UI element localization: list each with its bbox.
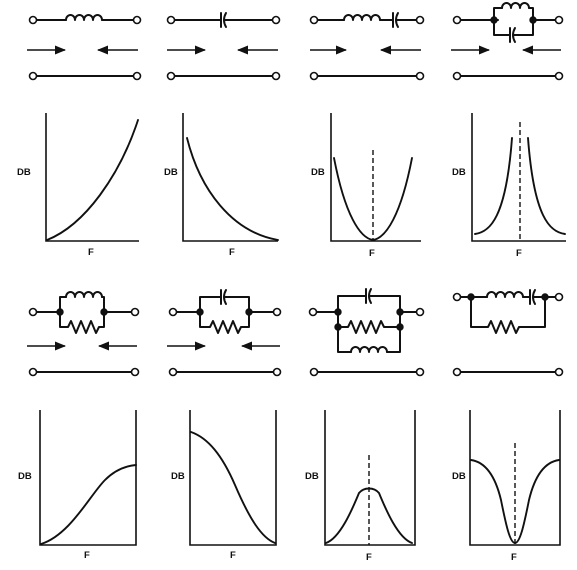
terminal xyxy=(452,292,462,302)
junction-dot xyxy=(334,323,342,331)
terminal xyxy=(272,367,282,377)
y-axis-label: DB xyxy=(17,167,31,178)
terminal xyxy=(130,307,140,317)
terminal xyxy=(554,367,564,377)
terminal xyxy=(272,307,282,317)
junction-dot xyxy=(541,293,549,301)
graph-axes xyxy=(469,410,561,546)
graph-axes xyxy=(471,113,566,242)
terminal xyxy=(415,367,425,377)
x-axis-label: F xyxy=(88,247,94,258)
x-axis-label: F xyxy=(230,550,236,561)
junction-dot xyxy=(334,308,342,316)
response-curve xyxy=(474,137,513,235)
graph-capacitor-parallel-resistor: DB F xyxy=(171,410,277,561)
response-curve xyxy=(333,157,413,241)
circuit-series-lc xyxy=(309,12,425,81)
terminal xyxy=(166,15,176,25)
graph-axes xyxy=(182,113,278,242)
junction-dot xyxy=(467,293,475,301)
terminal xyxy=(130,367,140,377)
graph-series-capacitor: DB F xyxy=(164,113,279,258)
y-axis-label: DB xyxy=(18,471,32,482)
terminal xyxy=(132,15,142,25)
terminal xyxy=(28,71,38,81)
x-axis-label: F xyxy=(84,550,90,561)
terminal xyxy=(309,15,319,25)
circuit-capacitor-parallel-resistor xyxy=(167,289,282,377)
terminal xyxy=(452,367,462,377)
x-axis-label: F xyxy=(516,248,522,259)
response-curve xyxy=(186,137,279,241)
terminal xyxy=(554,15,564,25)
circuit-series-lc-parallel-resistor xyxy=(452,289,564,377)
response-curve xyxy=(527,137,566,235)
graph-axes xyxy=(45,113,139,242)
terminal xyxy=(554,71,564,81)
terminal xyxy=(166,71,176,81)
junction-dot xyxy=(396,323,404,331)
x-axis-label: F xyxy=(369,248,375,259)
graph-series-lc: DB F xyxy=(311,113,421,259)
graph-inductor-parallel-resistor: DB F xyxy=(18,410,137,561)
response-curve xyxy=(190,431,276,544)
circuit-inductor-parallel-resistor xyxy=(27,291,140,377)
response-curve xyxy=(325,487,413,544)
response-curve xyxy=(46,119,139,241)
circuit-parallel-lcr xyxy=(308,288,425,377)
terminal xyxy=(132,71,142,81)
junction-dot xyxy=(396,308,404,316)
terminal xyxy=(452,15,462,25)
terminal xyxy=(309,367,319,377)
terminal xyxy=(28,15,38,25)
junction-dot xyxy=(245,308,253,316)
junction-dot xyxy=(529,16,537,24)
terminal xyxy=(271,15,281,25)
terminal xyxy=(308,307,318,317)
graph-parallel-lcr: DB F xyxy=(305,410,416,563)
y-axis-label: DB xyxy=(311,167,325,178)
junction-dot xyxy=(56,308,64,316)
response-curve xyxy=(40,464,137,545)
y-axis-label: DB xyxy=(164,167,178,178)
terminal xyxy=(28,367,38,377)
y-axis-label: DB xyxy=(305,471,319,482)
response-curve xyxy=(470,459,560,544)
terminal xyxy=(271,71,281,81)
terminal xyxy=(309,71,319,81)
terminal xyxy=(415,15,425,25)
y-axis-label: DB xyxy=(171,471,185,482)
terminal xyxy=(415,307,425,317)
graph-axes xyxy=(189,410,277,546)
y-axis-label: DB xyxy=(452,167,466,178)
circuit-parallel-lc xyxy=(451,2,564,81)
y-axis-label: DB xyxy=(452,471,466,482)
terminal xyxy=(168,307,178,317)
terminal xyxy=(554,292,564,302)
graph-axes xyxy=(39,410,137,546)
circuit-series-capacitor xyxy=(166,12,281,81)
x-axis-label: F xyxy=(511,552,517,563)
terminal xyxy=(452,71,462,81)
junction-dot xyxy=(196,308,204,316)
junction-dot xyxy=(490,16,498,24)
graph-axes xyxy=(330,113,421,242)
terminal xyxy=(28,307,38,317)
graph-axes xyxy=(324,410,416,546)
circuit-series-inductor xyxy=(27,14,142,81)
graph-series-lc-parallel-resistor: DB F xyxy=(452,410,561,563)
x-axis-label: F xyxy=(229,247,235,258)
graph-parallel-lc: DB F xyxy=(452,113,566,259)
terminal xyxy=(415,71,425,81)
terminal xyxy=(168,367,178,377)
x-axis-label: F xyxy=(366,552,372,563)
junction-dot xyxy=(100,308,108,316)
graph-series-inductor: DB F xyxy=(17,113,139,258)
